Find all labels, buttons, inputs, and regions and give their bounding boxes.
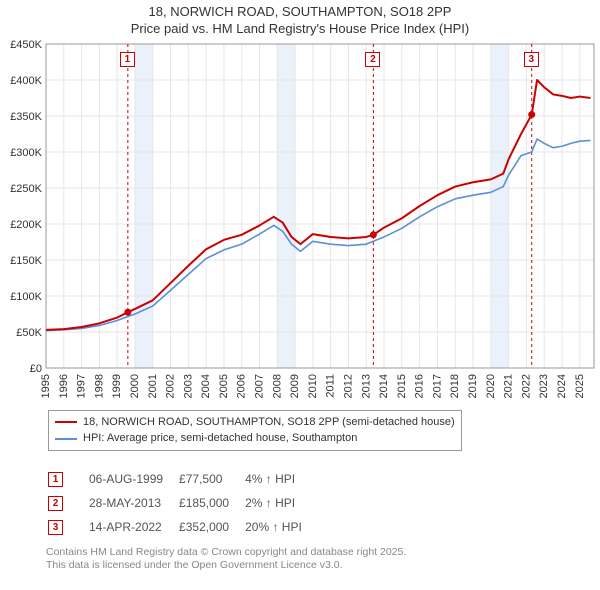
svg-text:2002: 2002 (165, 374, 177, 398)
title-line-1: 18, NORWICH ROAD, SOUTHAMPTON, SO18 2PP (0, 4, 600, 21)
marker-delta: 20% ↑ HPI (245, 516, 316, 538)
marker-badge: 2 (48, 496, 63, 511)
marker-badge: 1 (48, 472, 63, 487)
legend-swatch (55, 421, 77, 423)
marker-row: 2 28-MAY-2013£185,0002% ↑ HPI (48, 492, 316, 514)
marker-badge: 3 (48, 520, 63, 535)
svg-text:2018: 2018 (449, 374, 461, 398)
title-line-2: Price paid vs. HM Land Registry's House … (0, 21, 600, 38)
attribution-line-1: Contains HM Land Registry data © Crown c… (46, 546, 600, 560)
marker-delta: 4% ↑ HPI (245, 468, 316, 490)
svg-text:2007: 2007 (254, 374, 266, 398)
legend-row: HPI: Average price, semi-detached house,… (55, 430, 455, 447)
legend-row: 18, NORWICH ROAD, SOUTHAMPTON, SO18 2PP … (55, 414, 455, 431)
svg-text:2017: 2017 (431, 374, 443, 398)
svg-text:2022: 2022 (520, 374, 532, 398)
svg-text:2024: 2024 (556, 374, 568, 398)
svg-text:£100K: £100K (10, 291, 42, 303)
svg-text:2019: 2019 (467, 374, 479, 398)
chart-svg: £0 £50K £100K £150K £200K £250K £300K £350K £400… (0, 38, 600, 418)
svg-text:2005: 2005 (218, 374, 230, 398)
svg-text:1996: 1996 (58, 374, 70, 398)
chart-container: 18, NORWICH ROAD, SOUTHAMPTON, SO18 2PP … (0, 0, 600, 590)
legend: 18, NORWICH ROAD, SOUTHAMPTON, SO18 2PP … (48, 410, 462, 451)
markers-table: 1 06-AUG-1999£77,5004% ↑ HPI 2 28-MAY-2013£… (46, 466, 318, 540)
svg-text:1999: 1999 (111, 374, 123, 398)
legend-label: HPI: Average price, semi-detached house,… (83, 430, 357, 447)
svg-text:£450K: £450K (10, 39, 42, 51)
svg-text:1998: 1998 (93, 374, 105, 398)
attribution-line-2: This data is licensed under the Open Gov… (46, 559, 600, 573)
marker-price: £77,500 (179, 468, 243, 490)
svg-text:2008: 2008 (271, 374, 283, 398)
svg-text:£300K: £300K (10, 147, 42, 159)
svg-text:1995: 1995 (40, 374, 52, 398)
chart-area: £0 £50K £100K £150K £200K £250K £300K £350K £400… (0, 38, 600, 460)
svg-text:£50K: £50K (16, 327, 42, 339)
marker-date: 28-MAY-2013 (89, 492, 177, 514)
marker-price: £185,000 (179, 492, 243, 514)
svg-text:2010: 2010 (307, 374, 319, 398)
svg-text:2009: 2009 (289, 374, 301, 398)
chart-marker-badge: 1 (120, 52, 135, 67)
marker-date: 06-AUG-1999 (89, 468, 177, 490)
svg-text:2013: 2013 (360, 374, 372, 398)
svg-text:2015: 2015 (396, 374, 408, 398)
svg-text:2003: 2003 (182, 374, 194, 398)
svg-text:2006: 2006 (236, 374, 248, 398)
marker-row: 1 06-AUG-1999£77,5004% ↑ HPI (48, 468, 316, 490)
svg-text:£200K: £200K (10, 219, 42, 231)
svg-text:2014: 2014 (378, 374, 390, 398)
marker-delta: 2% ↑ HPI (245, 492, 316, 514)
svg-text:1997: 1997 (76, 374, 88, 398)
legend-label: 18, NORWICH ROAD, SOUTHAMPTON, SO18 2PP … (83, 414, 455, 431)
svg-text:£350K: £350K (10, 111, 42, 123)
marker-row: 3 14-APR-2022£352,00020% ↑ HPI (48, 516, 316, 538)
svg-text:£0: £0 (30, 363, 42, 375)
svg-text:2020: 2020 (485, 374, 497, 398)
title-block: 18, NORWICH ROAD, SOUTHAMPTON, SO18 2PP … (0, 0, 600, 38)
marker-price: £352,000 (179, 516, 243, 538)
svg-text:£150K: £150K (10, 255, 42, 267)
svg-text:£400K: £400K (10, 75, 42, 87)
svg-text:2004: 2004 (200, 374, 212, 398)
chart-marker-badge: 2 (365, 52, 380, 67)
svg-text:2016: 2016 (414, 374, 426, 398)
svg-text:2001: 2001 (147, 374, 159, 398)
svg-text:2012: 2012 (342, 374, 354, 398)
svg-text:2000: 2000 (129, 374, 141, 398)
svg-text:2023: 2023 (538, 374, 550, 398)
attribution: Contains HM Land Registry data © Crown c… (46, 546, 600, 573)
marker-date: 14-APR-2022 (89, 516, 177, 538)
chart-marker-badge: 3 (524, 52, 539, 67)
legend-swatch (55, 438, 77, 440)
svg-text:£250K: £250K (10, 183, 42, 195)
svg-text:2025: 2025 (574, 374, 586, 398)
svg-text:2021: 2021 (503, 374, 515, 398)
svg-text:2011: 2011 (325, 374, 337, 398)
